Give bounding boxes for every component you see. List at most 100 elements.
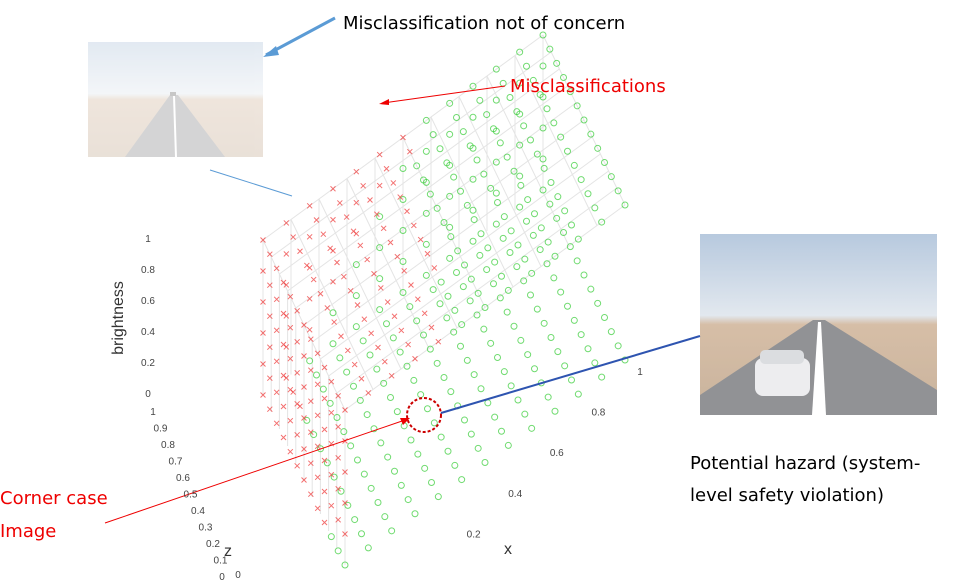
classified-point (438, 279, 444, 285)
misclassified-point (348, 288, 353, 293)
misclassified-point (339, 334, 344, 339)
misclassified-point (322, 365, 327, 370)
classified-point (493, 221, 499, 227)
classified-point (392, 468, 398, 474)
tick-label: 1 (150, 407, 156, 418)
grid-line (304, 120, 584, 325)
misclassified-point (331, 217, 336, 222)
misclassified-point (358, 243, 363, 248)
classified-point (504, 154, 510, 160)
classified-point (588, 286, 594, 292)
classified-point (569, 222, 575, 228)
classified-point (491, 281, 497, 287)
misclassified-point (389, 373, 394, 378)
classified-point (517, 204, 523, 210)
misclassified-point (405, 209, 410, 214)
classified-point (330, 341, 336, 347)
classified-point (474, 157, 480, 163)
misclassified-point (307, 203, 312, 208)
classified-point (508, 383, 514, 389)
misclassified-point (329, 410, 334, 415)
misclassified-point (281, 342, 286, 347)
classified-point (365, 545, 371, 551)
classified-point (575, 391, 581, 397)
misclassified-point (288, 449, 293, 454)
misclassified-point (304, 263, 309, 268)
classified-point (551, 275, 557, 281)
misclassified-point (382, 359, 387, 364)
classified-point (341, 429, 347, 435)
misclassified-point (322, 427, 327, 432)
classified-point (528, 292, 534, 298)
arrow-head (379, 99, 389, 105)
classified-point (394, 409, 400, 415)
misclassified-point (368, 198, 373, 203)
tick-label: 0.5 (184, 490, 198, 501)
tick-label: 0.6 (550, 448, 564, 459)
classified-point (545, 239, 551, 245)
classified-point (541, 165, 547, 171)
misclassified-point (361, 183, 366, 188)
classified-point (558, 289, 564, 295)
classified-point (434, 360, 440, 366)
classified-point (497, 140, 503, 146)
misclassified-point (362, 317, 367, 322)
classified-point (405, 497, 411, 503)
classified-point (445, 293, 451, 299)
misclassified-point (274, 390, 279, 395)
classified-point (361, 471, 367, 477)
tick-label: 0.6 (141, 296, 155, 307)
classified-point (585, 191, 591, 197)
classified-point (569, 377, 575, 383)
misclassified-point (322, 520, 327, 525)
classified-point (545, 394, 551, 400)
classified-point (397, 349, 403, 355)
misclassified-point (388, 240, 393, 245)
misclassified-point (322, 489, 327, 494)
classified-point (522, 256, 528, 262)
classified-point (353, 293, 359, 299)
classified-point (562, 208, 568, 214)
misclassified-point (365, 257, 370, 262)
misclassified-point (308, 337, 313, 342)
tick-label: 0.3 (199, 523, 213, 534)
classified-point (528, 137, 534, 143)
tick-label: 0.6 (176, 473, 190, 484)
tick-label: 0.4 (191, 506, 205, 517)
misclassified-point (432, 265, 437, 270)
classified-point (501, 214, 507, 220)
classified-point (581, 272, 587, 278)
misclassified-point (329, 503, 334, 508)
classified-point (431, 420, 437, 426)
classified-point (599, 374, 605, 380)
tick-label: 0.7 (169, 457, 183, 468)
classified-point (423, 272, 429, 278)
misclassified-point (372, 271, 377, 276)
classified-point (530, 232, 536, 238)
classified-point (458, 343, 464, 349)
classified-point (468, 431, 474, 437)
classified-point (437, 146, 443, 152)
misclassified-point (288, 356, 293, 361)
misclassified-point (284, 220, 289, 225)
classified-point (462, 417, 468, 423)
classified-point (384, 321, 390, 327)
classified-point (508, 228, 514, 234)
classified-point (375, 500, 381, 506)
classified-point (330, 310, 336, 316)
classified-point (422, 465, 428, 471)
misclassified-point (381, 226, 386, 231)
classified-point (430, 287, 436, 293)
classified-point (477, 97, 483, 103)
axis-title: x (504, 541, 512, 558)
classified-point (532, 366, 538, 372)
tick-label: 0.8 (591, 408, 605, 419)
classified-point (355, 457, 361, 463)
tick-label: 0.9 (154, 424, 168, 435)
classified-point (495, 200, 501, 206)
classified-point (492, 414, 498, 420)
tick-label: 1 (637, 367, 643, 378)
classified-point (501, 369, 507, 375)
classified-point (485, 245, 491, 251)
misclassified-point (295, 463, 300, 468)
